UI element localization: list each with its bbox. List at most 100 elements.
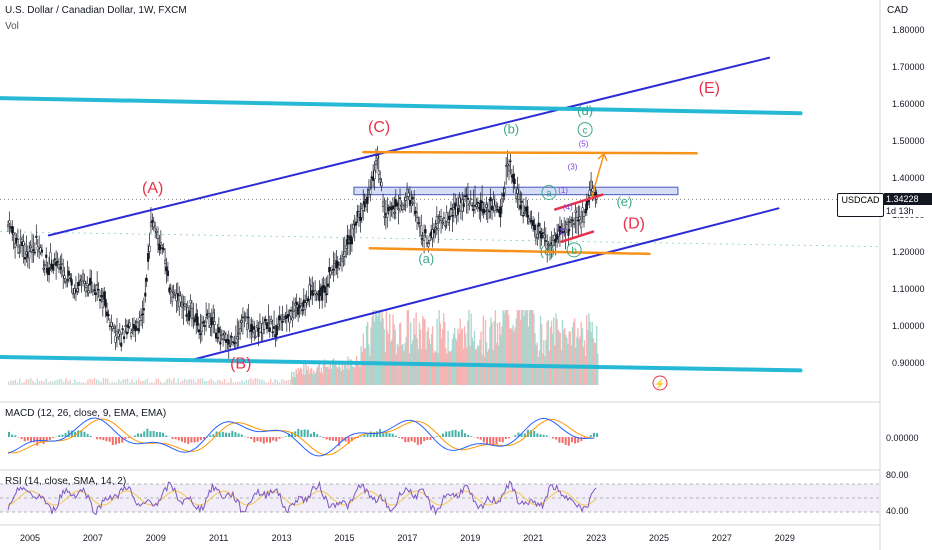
candle-body (479, 200, 482, 212)
wave-label-green-8: (d) (577, 103, 593, 118)
volume-bar (438, 310, 440, 385)
macd-bar (190, 437, 193, 443)
trendline-cyan-lower (0, 354, 803, 373)
candle-body (267, 322, 270, 324)
macd-bar (369, 431, 372, 437)
macd-bar (247, 437, 250, 438)
macd-bar (86, 433, 89, 437)
candle-body (169, 289, 172, 292)
volume-bar (206, 381, 208, 385)
candle-body (212, 312, 215, 318)
macd-bar (193, 437, 196, 443)
volume-bar (336, 366, 338, 385)
volume-bar (85, 382, 87, 385)
volume-bar (294, 377, 296, 385)
candle-body (469, 198, 472, 201)
volume-bar (580, 321, 582, 385)
volume-bar (67, 380, 69, 385)
volume-bar (78, 381, 80, 385)
volume-bar (565, 334, 567, 385)
candle-body (159, 242, 162, 246)
macd-bar (561, 437, 564, 443)
macd-bar (526, 429, 529, 437)
price-tick: 1.60000 (892, 99, 925, 109)
macd-bar (70, 430, 73, 437)
candle-body (442, 217, 445, 219)
macd-zero-tick: 0.00000 (886, 433, 919, 443)
macd-bar (539, 434, 542, 437)
volume-bar (542, 353, 544, 385)
macd-bar (476, 437, 479, 439)
candle-body (546, 248, 549, 250)
candle-body (403, 204, 406, 207)
macd-bar (158, 432, 161, 437)
volume-bar (376, 315, 379, 385)
volume-bar (195, 382, 197, 385)
volume-bar (214, 382, 217, 385)
volume-bar (326, 366, 328, 385)
candle-body (585, 200, 588, 210)
candle-body (539, 231, 542, 234)
volume-bar (468, 310, 470, 385)
volume-bar (287, 380, 289, 385)
wave-label-purple-14: (2) (557, 227, 567, 236)
volume-bar (431, 326, 434, 385)
wave-label-green-7: (c) (540, 244, 555, 259)
candle-body (423, 235, 426, 241)
volume-bar (449, 352, 451, 385)
candle-body (513, 178, 516, 185)
volume-bar (545, 339, 547, 385)
volume-bar (513, 331, 515, 385)
volume-bar (247, 379, 250, 385)
volume-bar (522, 310, 524, 385)
volume-bar (425, 349, 427, 385)
candle-body (581, 207, 584, 212)
candle-body (558, 225, 561, 235)
candle-body (94, 292, 97, 295)
volume-bar (69, 379, 72, 385)
volume-bar (364, 348, 367, 385)
volume-bar (533, 314, 535, 385)
candle-body (166, 270, 169, 276)
trendline-red-upper (553, 193, 604, 211)
candle-body (440, 216, 443, 222)
volume-bar (461, 328, 464, 385)
macd-bar (335, 437, 338, 441)
candle-body (154, 225, 157, 229)
candle-body (517, 193, 520, 201)
volume-bar (433, 352, 435, 385)
volume-bar (10, 380, 12, 385)
candle-body (214, 332, 218, 339)
candle-body (226, 338, 229, 341)
volume-bar (113, 382, 116, 385)
macd-bar (533, 430, 536, 437)
candle-body (158, 243, 161, 251)
volume-bar (201, 378, 204, 385)
volume-bar (263, 380, 265, 385)
wave-label-green-12: c (583, 126, 588, 137)
candle-body (466, 197, 470, 200)
macd-bar (52, 437, 55, 438)
candle-body (240, 320, 243, 323)
candle-body (298, 304, 301, 308)
macd-bar (454, 429, 457, 437)
candle-body (6, 224, 10, 227)
candle-body (544, 240, 547, 242)
candle-body (295, 301, 298, 306)
macd-bar (486, 437, 489, 445)
macd-bar (530, 430, 533, 437)
macd-bar (58, 435, 61, 437)
candle-body (254, 335, 257, 338)
candle-body (43, 264, 46, 267)
volume-bar (430, 333, 433, 385)
macd-bar (404, 437, 407, 443)
volume-bar (12, 380, 14, 385)
volume-bar (192, 379, 195, 385)
volume-bar (594, 343, 597, 385)
volume-bar (405, 336, 407, 385)
volume-bar (471, 337, 473, 385)
volume-bar (300, 369, 303, 385)
candle-body (534, 237, 537, 239)
